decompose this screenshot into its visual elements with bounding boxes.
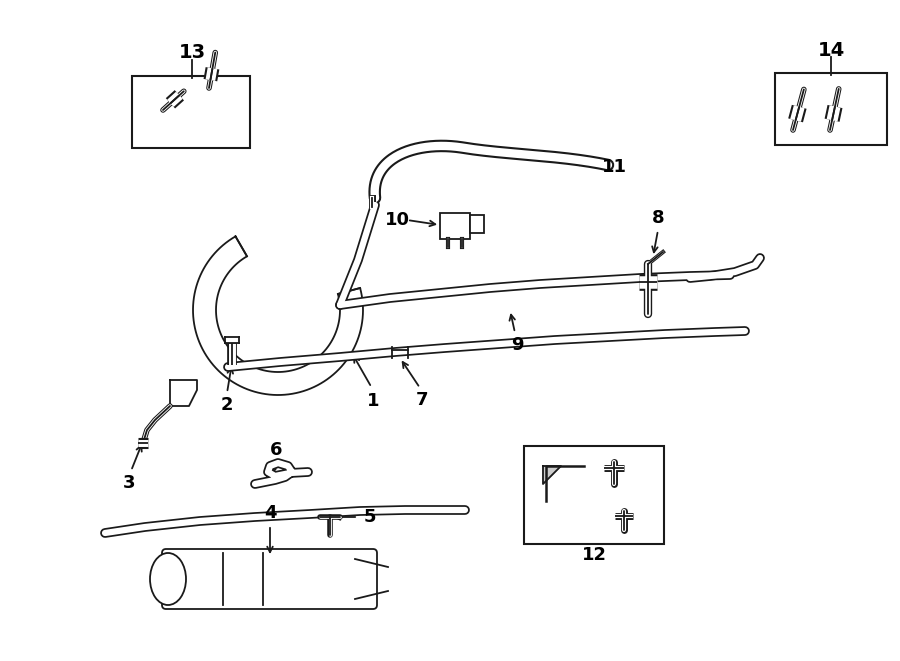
Text: 2: 2 bbox=[220, 396, 233, 414]
Bar bbox=[470, 215, 484, 233]
Text: 10: 10 bbox=[384, 211, 410, 229]
Text: 9: 9 bbox=[511, 336, 523, 354]
Polygon shape bbox=[193, 237, 363, 395]
Bar bbox=[440, 213, 470, 239]
Text: 8: 8 bbox=[652, 209, 664, 227]
Text: 6: 6 bbox=[270, 441, 283, 459]
Text: 4: 4 bbox=[264, 504, 276, 522]
Text: 5: 5 bbox=[364, 508, 376, 526]
Bar bbox=[132, 76, 250, 148]
Polygon shape bbox=[543, 466, 561, 484]
Text: 13: 13 bbox=[178, 42, 205, 61]
Text: 12: 12 bbox=[581, 546, 607, 564]
Text: 14: 14 bbox=[817, 40, 844, 59]
Ellipse shape bbox=[150, 553, 186, 605]
Bar bbox=[524, 446, 664, 544]
Bar bbox=[775, 73, 887, 145]
Text: 3: 3 bbox=[122, 474, 135, 492]
Polygon shape bbox=[170, 380, 197, 406]
Text: 11: 11 bbox=[601, 158, 626, 176]
Text: 1: 1 bbox=[367, 391, 380, 410]
Text: 7: 7 bbox=[416, 391, 428, 409]
FancyBboxPatch shape bbox=[162, 549, 377, 609]
